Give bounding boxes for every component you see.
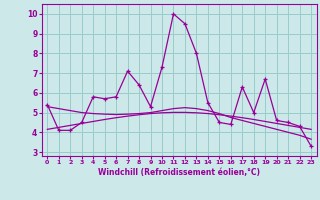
X-axis label: Windchill (Refroidissement éolien,°C): Windchill (Refroidissement éolien,°C) bbox=[98, 168, 260, 177]
